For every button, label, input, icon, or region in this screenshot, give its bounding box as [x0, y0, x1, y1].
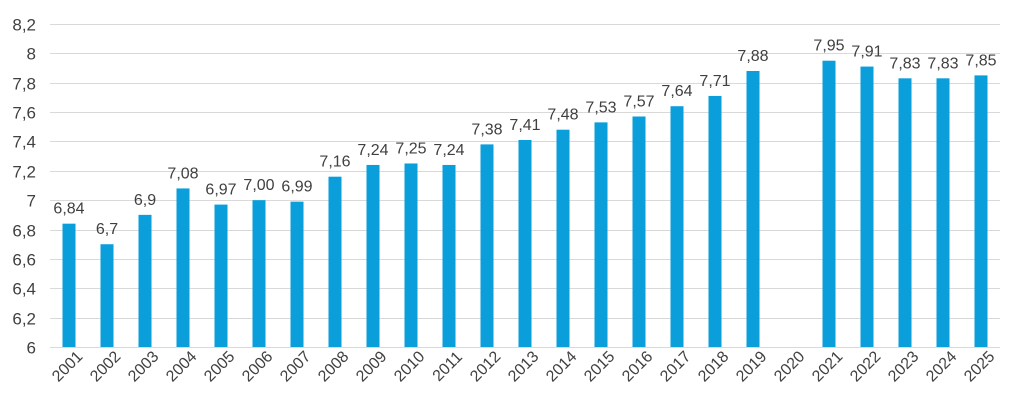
x-tick-label-2012: 2012	[467, 348, 504, 385]
x-axis-ticks: 2001 2002 2003 2004 2005 2006 2007 2008 2009 2010…	[49, 348, 998, 385]
bar-2025	[974, 75, 988, 348]
data-label-2002: 6,7	[96, 221, 118, 238]
x-tick-label-2022: 2022	[847, 348, 884, 385]
bar-2006	[252, 200, 266, 347]
bar-2005	[214, 204, 228, 347]
bar-2011	[442, 164, 456, 347]
bar-2018	[708, 95, 722, 347]
x-tick-label-2019: 2019	[733, 348, 770, 385]
bar-2010	[404, 163, 418, 347]
bar-2023	[898, 78, 912, 347]
y-tick-label: 7	[27, 192, 36, 211]
x-tick-label-2020: 2020	[771, 348, 808, 385]
data-label-2012: 7,38	[471, 121, 502, 138]
x-tick-label-2006: 2006	[239, 348, 276, 385]
x-tick-label-2004: 2004	[163, 348, 200, 385]
x-tick-label-2021: 2021	[809, 348, 846, 385]
x-tick-label-2014: 2014	[543, 348, 580, 385]
data-label-2015: 7,53	[585, 99, 616, 116]
x-tick-label-2016: 2016	[619, 348, 656, 385]
y-tick-label: 6,8	[12, 222, 36, 241]
data-label-2014: 7,48	[547, 107, 578, 124]
bar-2017	[670, 106, 684, 347]
bar-2001	[62, 223, 76, 347]
data-label-2008: 7,16	[319, 154, 350, 171]
y-tick-label: 7,8	[12, 75, 36, 94]
bar-2022	[860, 66, 874, 347]
data-label-2006: 7,00	[243, 177, 274, 194]
y-tick-label: 6,2	[12, 310, 36, 329]
data-label-2011: 7,24	[433, 142, 464, 159]
y-axis-ticks: 6 6,2 6,4 6,6 6,8 7 7,2 7,4 7,6 7,8 8 8,2	[12, 16, 36, 358]
data-label-2005: 6,97	[205, 182, 236, 199]
data-label-2004: 7,08	[167, 165, 198, 182]
bar-2009	[366, 164, 380, 347]
data-label-2013: 7,41	[509, 117, 540, 134]
data-label-2019: 7,88	[737, 48, 768, 65]
data-label-2024: 7,83	[927, 55, 958, 72]
x-tick-label-2023: 2023	[885, 348, 922, 385]
y-tick-label: 7,6	[12, 104, 36, 123]
y-tick-label: 7,4	[12, 133, 36, 152]
x-tick-label-2015: 2015	[581, 348, 618, 385]
x-tick-label-2008: 2008	[315, 348, 352, 385]
data-label-2016: 7,57	[623, 93, 654, 110]
bar-2002	[100, 244, 114, 347]
bar-2016	[632, 116, 646, 347]
bar-2004	[176, 188, 190, 347]
x-tick-label-2024: 2024	[923, 348, 960, 385]
data-label-2003: 6,9	[134, 192, 156, 209]
y-tick-label: 6,6	[12, 251, 36, 270]
x-tick-label-2002: 2002	[87, 348, 124, 385]
bar-2015	[594, 122, 608, 347]
x-tick-label-2025: 2025	[961, 348, 998, 385]
x-tick-label-2017: 2017	[657, 348, 694, 385]
data-label-2025: 7,85	[965, 52, 996, 69]
x-tick-label-2001: 2001	[49, 348, 86, 385]
bar-2013	[518, 139, 532, 347]
x-tick-label-2010: 2010	[391, 348, 428, 385]
y-tick-label: 7,2	[12, 163, 36, 182]
x-tick-label-2003: 2003	[125, 348, 162, 385]
y-tick-label: 6,4	[12, 280, 36, 299]
data-label-2018: 7,71	[699, 73, 730, 90]
y-tick-label: 6	[27, 339, 36, 358]
bar-2003	[138, 214, 152, 347]
data-label-2022: 7,91	[851, 44, 882, 61]
data-label-2021: 7,95	[813, 38, 844, 55]
bar-2021	[822, 60, 836, 348]
data-label-2007: 6,99	[281, 179, 312, 196]
y-tick-label: 8	[27, 45, 36, 64]
bar-2014	[556, 129, 570, 347]
x-tick-label-2009: 2009	[353, 348, 390, 385]
data-label-2009: 7,24	[357, 142, 388, 159]
bar-2007	[290, 201, 304, 347]
x-tick-label-2018: 2018	[695, 348, 732, 385]
y-tick-label: 8,2	[12, 16, 36, 35]
data-label-2017: 7,64	[661, 83, 692, 100]
x-tick-label-2013: 2013	[505, 348, 542, 385]
x-tick-label-2007: 2007	[277, 348, 314, 385]
bar-2024	[936, 78, 950, 347]
bar-2008	[328, 176, 342, 347]
data-label-2023: 7,83	[889, 55, 920, 72]
x-tick-label-2011: 2011	[430, 349, 466, 385]
x-tick-label-2005: 2005	[201, 348, 238, 385]
data-label-2010: 7,25	[395, 140, 426, 157]
bars	[62, 60, 988, 348]
bar-2012	[480, 144, 494, 347]
bar-2019	[746, 70, 760, 348]
data-labels: 6,84 6,7 6,9 7,08 6,97 7,00 6,99 7,16 7,24 7,25 7,…	[53, 38, 996, 239]
data-label-2001: 6,84	[53, 201, 84, 218]
